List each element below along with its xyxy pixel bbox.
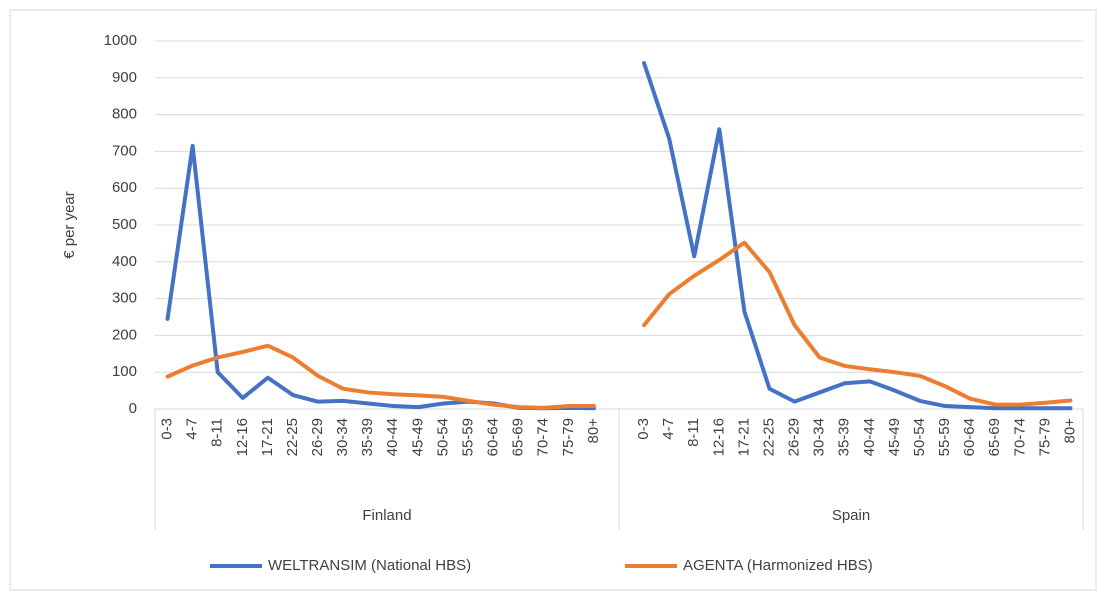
group-label: Finland <box>362 507 411 524</box>
legend-label: WELTRANSIM (National HBS) <box>268 557 471 574</box>
x-tick-label: 22-25 <box>284 418 301 456</box>
x-tick-label: 0-3 <box>635 418 652 440</box>
x-tick-label: 65-69 <box>510 418 527 456</box>
x-tick-label: 35-39 <box>359 418 376 456</box>
y-tick-label: 600 <box>112 179 137 196</box>
y-tick-label: 800 <box>112 106 137 123</box>
x-tick-label: 70-74 <box>1011 418 1028 456</box>
chart-border <box>9 9 1097 591</box>
x-tick-label: 30-34 <box>334 418 351 456</box>
x-tick-label: 75-79 <box>1036 418 1053 456</box>
line-series <box>642 240 1073 407</box>
x-tick-label: 80+ <box>1061 418 1078 444</box>
x-tick-label: 4-7 <box>184 418 201 440</box>
legend-label: AGENTA (Harmonized HBS) <box>683 557 873 574</box>
y-tick-label: 100 <box>112 363 137 380</box>
x-tick-label: 17-21 <box>735 418 752 456</box>
x-tick-label: 4-7 <box>660 418 677 440</box>
x-tick-label: 60-64 <box>961 418 978 456</box>
y-tick-label: 500 <box>112 216 137 233</box>
y-tick-label: 400 <box>112 253 137 270</box>
x-tick-label: 55-59 <box>936 418 953 456</box>
x-tick-label: 40-44 <box>861 418 878 456</box>
y-tick-label: 1000 <box>104 32 137 49</box>
x-tick-label: 8-11 <box>209 418 226 447</box>
x-tick-label: 12-16 <box>710 418 727 456</box>
x-tick-label: 50-54 <box>434 418 451 456</box>
x-tick-label: 70-74 <box>535 418 552 456</box>
x-tick-label: 45-49 <box>409 418 426 456</box>
x-tick-label: 17-21 <box>259 418 276 456</box>
y-tick-label: 900 <box>112 69 137 86</box>
x-tick-label: 22-25 <box>760 418 777 456</box>
y-tick-label: 200 <box>112 326 137 343</box>
y-tick-label: 300 <box>112 290 137 307</box>
line-series <box>165 343 596 410</box>
x-tick-label: 50-54 <box>911 418 928 456</box>
x-tick-label: 45-49 <box>886 418 903 456</box>
group-label: Spain <box>832 507 870 524</box>
x-tick-label: 75-79 <box>560 418 577 456</box>
x-tick-label: 80+ <box>585 418 602 444</box>
x-tick-label: 30-34 <box>811 418 828 456</box>
x-tick-label: 65-69 <box>986 418 1003 456</box>
x-tick-label: 26-29 <box>309 418 326 456</box>
y-axis-label: € per year <box>61 191 78 259</box>
x-tick-label: 0-3 <box>159 418 176 440</box>
x-tick-label: 60-64 <box>485 418 502 456</box>
x-tick-label: 40-44 <box>384 418 401 456</box>
y-tick-label: 0 <box>129 400 137 417</box>
x-tick-label: 55-59 <box>459 418 476 456</box>
line-series <box>642 61 1073 411</box>
x-tick-label: 35-39 <box>836 418 853 456</box>
x-tick-label: 26-29 <box>786 418 803 456</box>
y-tick-label: 700 <box>112 142 137 159</box>
x-tick-label: 12-16 <box>234 418 251 456</box>
x-tick-label: 8-11 <box>685 418 702 447</box>
